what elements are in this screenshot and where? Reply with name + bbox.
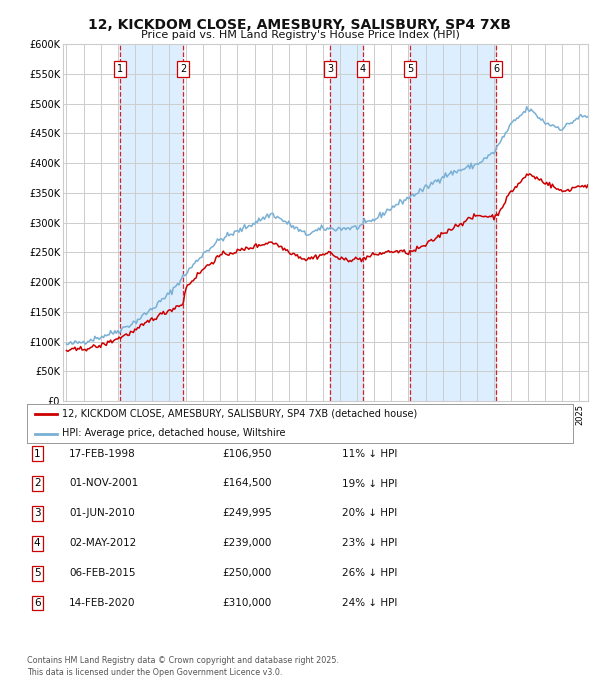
Text: 4: 4 [34,539,41,548]
Text: 24% ↓ HPI: 24% ↓ HPI [342,598,397,608]
Text: 4: 4 [360,64,366,74]
Text: HPI: Average price, detached house, Wiltshire: HPI: Average price, detached house, Wilt… [62,428,286,439]
Text: 17-FEB-1998: 17-FEB-1998 [69,449,136,458]
Text: Price paid vs. HM Land Registry's House Price Index (HPI): Price paid vs. HM Land Registry's House … [140,30,460,40]
Text: 02-MAY-2012: 02-MAY-2012 [69,539,136,548]
Text: 2: 2 [180,64,187,74]
Text: 5: 5 [407,64,413,74]
Text: 3: 3 [34,509,41,518]
Text: 11% ↓ HPI: 11% ↓ HPI [342,449,397,458]
Text: 5: 5 [34,568,41,578]
Text: £310,000: £310,000 [222,598,271,608]
Bar [330,44,363,401]
Text: 06-FEB-2015: 06-FEB-2015 [69,568,136,578]
Text: 26% ↓ HPI: 26% ↓ HPI [342,568,397,578]
Text: 12, KICKDOM CLOSE, AMESBURY, SALISBURY, SP4 7XB (detached house): 12, KICKDOM CLOSE, AMESBURY, SALISBURY, … [62,409,418,419]
Text: 1: 1 [117,64,123,74]
Text: 2: 2 [34,479,41,488]
Text: 12, KICKDOM CLOSE, AMESBURY, SALISBURY, SP4 7XB: 12, KICKDOM CLOSE, AMESBURY, SALISBURY, … [89,18,511,32]
Text: £164,500: £164,500 [222,479,271,488]
Text: 01-JUN-2010: 01-JUN-2010 [69,509,135,518]
Text: 3: 3 [327,64,333,74]
Text: Contains HM Land Registry data © Crown copyright and database right 2025.
This d: Contains HM Land Registry data © Crown c… [27,656,339,677]
Text: 6: 6 [34,598,41,608]
Text: 23% ↓ HPI: 23% ↓ HPI [342,539,397,548]
Text: 14-FEB-2020: 14-FEB-2020 [69,598,136,608]
Text: 20% ↓ HPI: 20% ↓ HPI [342,509,397,518]
Text: 6: 6 [493,64,499,74]
Bar [410,44,496,401]
Text: 19% ↓ HPI: 19% ↓ HPI [342,479,397,488]
Text: £239,000: £239,000 [222,539,271,548]
Text: 01-NOV-2001: 01-NOV-2001 [69,479,138,488]
Text: £249,995: £249,995 [222,509,272,518]
Text: £106,950: £106,950 [222,449,271,458]
Bar [120,44,183,401]
Text: 1: 1 [34,449,41,458]
Text: £250,000: £250,000 [222,568,271,578]
